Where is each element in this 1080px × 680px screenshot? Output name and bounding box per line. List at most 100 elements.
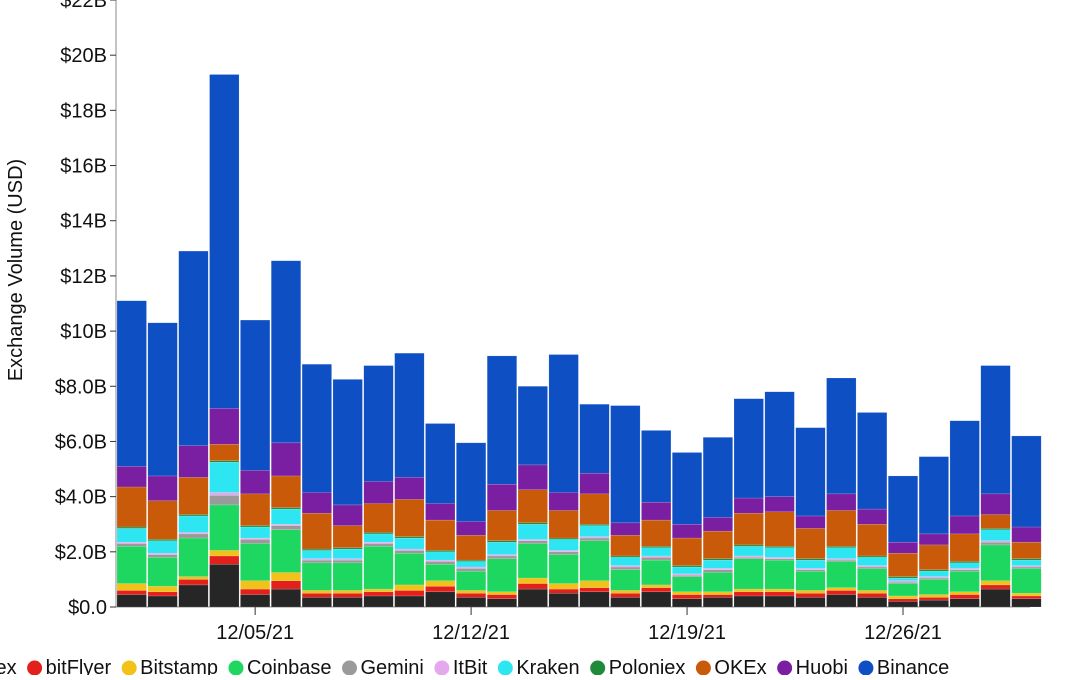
legend-swatch [777,660,793,676]
bar-segment-bitstamp [888,595,918,599]
bar-segment-itbit [888,580,918,583]
bar-segment-poloniex [888,576,918,579]
bar-stack [1011,435,1042,608]
bar-segment-coinbase [949,570,980,593]
bar-segment-binance [826,377,857,495]
bar-segment-huobi [363,481,394,504]
legend-swatch [497,660,513,676]
legend-swatch [434,660,450,676]
bar-segment-okex [116,486,147,528]
bar-segment-poloniex [487,540,517,543]
bar-segment-bitflyer [641,587,672,593]
bar-segment-binance [517,386,548,466]
bar-segment-okex [548,510,579,539]
bar-segment-kraken [795,559,826,569]
bar-segment-itbit [980,540,1011,543]
bar-segment-kraken [579,525,610,537]
bar-segment-bitfinex [980,588,1011,608]
bar-segment-binance [702,437,733,518]
bar-segment-huobi [209,408,240,445]
bar-segment-kraken [918,570,949,577]
bar-segment-bitflyer [209,555,240,565]
bar-segment-bitfinex [826,594,857,608]
bar-segment-bitfinex [209,564,240,608]
bar-segment-bitstamp [487,591,517,595]
bar-segment-itbit [579,536,610,539]
bar-segment-itbit [764,557,795,559]
y-tick-label: $20B [60,45,107,67]
bar-segment-gemini [178,533,209,539]
y-tick-label: $18B [60,100,107,122]
bar-segment-bitfinex [888,601,918,608]
bar-segment-poloniex [795,558,826,561]
bar-stack [178,250,209,608]
y-tick-label: $8.0B [55,376,107,398]
bar-segment-gemini [579,537,610,541]
bar-segment-kraken [240,526,271,539]
bar-segment-poloniex [733,544,764,547]
bar-segment-bitfinex [178,584,209,608]
bar-segment-huobi [672,524,702,539]
bar-segment-kraken [456,561,487,568]
bar-segment-kraken [394,537,425,550]
bar-segment-okex [672,537,702,566]
bar-segment-coinbase [147,557,178,587]
bar-segment-gemini [733,557,764,559]
bar-segment-okex [1011,541,1042,559]
bar-segment-poloniex [672,565,702,568]
bar-segment-coinbase [764,559,795,590]
legend-swatch [228,660,244,676]
bar-segment-okex [949,533,980,562]
y-tick-label: $22B [60,0,107,12]
bar-segment-huobi [949,515,980,535]
bars [116,74,1042,608]
bar-segment-binance [949,420,980,517]
bar-segment-huobi [517,464,548,490]
bar-segment-coinbase [1011,568,1042,594]
bar-segment-gemini [980,541,1011,546]
bar-segment-okex [301,512,332,550]
bar-segment-bitstamp [610,590,641,594]
bar-segment-bitflyer [888,598,918,602]
bar-segment-bitstamp [733,588,764,593]
bar-segment-gemini [764,558,795,561]
bar-segment-bitstamp [548,583,579,590]
bar-stack [147,322,178,608]
bar-segment-coinbase [517,543,548,579]
bar-segment-bitfinex [733,595,764,608]
bar-segment-poloniex [147,539,178,541]
bar-segment-okex [733,512,764,546]
bar-stack [456,442,487,608]
bar-segment-poloniex [209,460,240,463]
bar-segment-itbit [363,541,394,544]
bar-stack [487,355,517,608]
bar-segment-gemini [641,557,672,561]
legend-label: Bitfinex [0,657,17,675]
y-tick-label: $6.0B [55,431,107,453]
bar-segment-coinbase [271,529,301,573]
bar-segment-huobi [456,521,487,536]
bar-segment-gemini [456,568,487,572]
bar-segment-bitflyer [394,590,425,597]
y-tick-label: $12B [60,266,107,288]
bar-segment-poloniex [332,547,363,550]
bar-segment-kraken [857,557,888,566]
bar-segment-coinbase [888,583,918,597]
bar-segment-bitfinex [610,597,641,608]
bar-segment-gemini [332,559,363,564]
legend-swatch [27,660,43,676]
bar-segment-kraken [147,540,178,554]
bar-segment-okex [610,535,641,557]
x-axis: 12/05/21 12/12/21 12/19/21 12/26/21 [116,606,1030,644]
bar-stack [826,377,857,608]
bar-segment-okex [240,493,271,526]
bar-segment-kraken [733,546,764,557]
bar-segment-bitflyer [672,594,702,599]
y-tick-label: $4.0B [55,487,107,509]
bar-segment-bitstamp [178,576,209,580]
bar-segment-gemini [425,561,456,565]
bar-segment-huobi [764,496,795,513]
legend-label: Kraken [516,657,579,675]
bar-segment-poloniex [363,532,394,535]
bar-segment-gemini [394,550,425,554]
